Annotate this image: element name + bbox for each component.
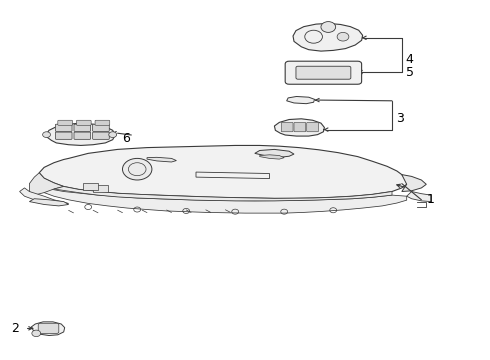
- FancyBboxPatch shape: [95, 120, 110, 125]
- Text: 1: 1: [426, 193, 434, 206]
- Circle shape: [32, 330, 41, 337]
- Polygon shape: [287, 96, 315, 104]
- Polygon shape: [260, 155, 284, 159]
- Text: 4: 4: [406, 53, 414, 66]
- Polygon shape: [402, 175, 426, 192]
- Text: 3: 3: [396, 112, 404, 125]
- Polygon shape: [47, 123, 115, 145]
- Polygon shape: [83, 183, 98, 190]
- FancyBboxPatch shape: [58, 120, 73, 125]
- FancyBboxPatch shape: [55, 132, 72, 139]
- FancyBboxPatch shape: [296, 66, 351, 79]
- Text: 2: 2: [11, 322, 19, 335]
- Circle shape: [321, 22, 336, 32]
- Polygon shape: [407, 192, 431, 202]
- Polygon shape: [39, 145, 407, 198]
- Polygon shape: [293, 23, 363, 51]
- FancyBboxPatch shape: [38, 323, 59, 333]
- Polygon shape: [274, 119, 324, 136]
- Polygon shape: [196, 172, 270, 179]
- FancyBboxPatch shape: [55, 124, 72, 131]
- FancyBboxPatch shape: [76, 120, 91, 125]
- FancyBboxPatch shape: [93, 124, 109, 131]
- Text: 5: 5: [406, 66, 414, 78]
- Polygon shape: [54, 186, 392, 201]
- FancyBboxPatch shape: [74, 132, 91, 139]
- Circle shape: [122, 158, 152, 180]
- FancyBboxPatch shape: [93, 132, 109, 139]
- Polygon shape: [20, 188, 69, 205]
- Polygon shape: [29, 173, 64, 195]
- Polygon shape: [147, 157, 176, 162]
- Circle shape: [43, 132, 50, 138]
- Polygon shape: [255, 149, 294, 157]
- FancyBboxPatch shape: [307, 122, 318, 132]
- FancyBboxPatch shape: [281, 122, 293, 132]
- Polygon shape: [29, 199, 69, 206]
- Polygon shape: [31, 322, 65, 336]
- Polygon shape: [44, 188, 407, 213]
- Polygon shape: [93, 185, 108, 192]
- Text: 6: 6: [122, 132, 130, 145]
- Circle shape: [337, 32, 349, 41]
- Circle shape: [109, 132, 117, 138]
- FancyBboxPatch shape: [285, 61, 362, 84]
- FancyBboxPatch shape: [294, 122, 306, 132]
- FancyBboxPatch shape: [74, 124, 91, 131]
